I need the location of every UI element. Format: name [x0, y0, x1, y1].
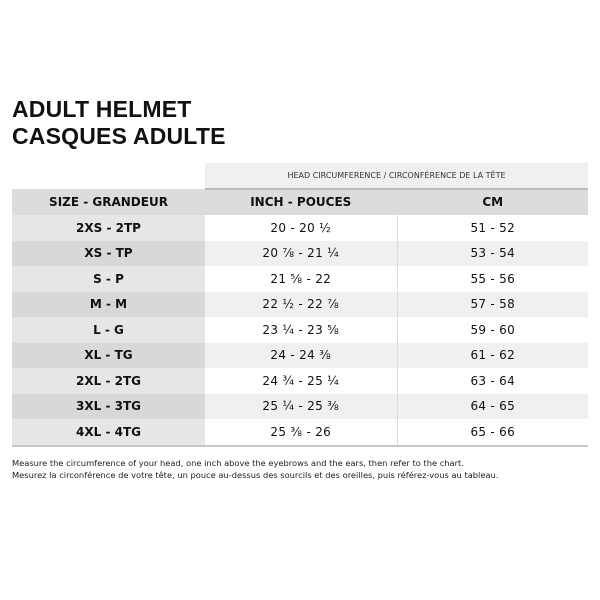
page-title: ADULT HELMET CASQUES ADULTE	[12, 96, 226, 150]
cell-cm: 59 - 60	[397, 317, 589, 343]
table-row: L - G 23 ¼ - 23 ⅝ 59 - 60	[12, 317, 589, 343]
cell-inch: 20 ⅞ - 21 ¼	[205, 240, 398, 266]
table-row: 3XL - 3TG 25 ¼ - 25 ⅜ 64 - 65	[12, 393, 589, 419]
cell-inch: 25 ¼ - 25 ⅜	[205, 393, 398, 419]
note-english: Measure the circumference of your head, …	[12, 458, 464, 468]
cell-inch: 23 ¼ - 23 ⅝	[205, 317, 398, 343]
table-row: XS - TP 20 ⅞ - 21 ¼ 53 - 54	[12, 240, 589, 266]
cell-inch: 20 - 20 ½	[205, 215, 398, 241]
column-header-row: SIZE - GRANDEUR INCH - POUCES CM	[12, 188, 589, 215]
cell-size: 4XL - 4TG	[12, 419, 205, 447]
cell-cm: 55 - 56	[397, 266, 589, 292]
cell-inch: 24 ¾ - 25 ¼	[205, 368, 398, 394]
cell-cm: 61 - 62	[397, 342, 589, 368]
cell-size: XL - TG	[12, 342, 205, 368]
cell-cm: 57 - 58	[397, 291, 589, 317]
cell-cm: 64 - 65	[397, 393, 589, 419]
cell-cm: 65 - 66	[397, 419, 589, 447]
table-row: 2XL - 2TG 24 ¾ - 25 ¼ 63 - 64	[12, 368, 589, 394]
cell-size: 2XS - 2TP	[12, 215, 205, 241]
cell-inch: 21 ⅝ - 22	[205, 266, 398, 292]
measurement-note: Measure the circumference of your head, …	[12, 458, 498, 481]
cell-inch: 24 - 24 ⅜	[205, 342, 398, 368]
group-header-row: HEAD CIRCUMFERENCE / CIRCONFÉRENCE DE LA…	[12, 163, 589, 190]
table-row: XL - TG 24 - 24 ⅜ 61 - 62	[12, 342, 589, 368]
cell-size: XS - TP	[12, 240, 205, 266]
title-french: CASQUES ADULTE	[12, 123, 226, 149]
cell-cm: 53 - 54	[397, 240, 589, 266]
cell-inch: 22 ½ - 22 ⅞	[205, 291, 398, 317]
cell-size: M - M	[12, 291, 205, 317]
cell-cm: 63 - 64	[397, 368, 589, 394]
cell-size: L - G	[12, 317, 205, 343]
table-row: M - M 22 ½ - 22 ⅞ 57 - 58	[12, 291, 589, 317]
header-cm: CM	[397, 188, 589, 215]
cell-inch: 25 ⅜ - 26	[205, 419, 398, 447]
cell-size: 2XL - 2TG	[12, 368, 205, 394]
cell-cm: 51 - 52	[397, 215, 589, 241]
header-size: SIZE - GRANDEUR	[12, 188, 205, 215]
table-row: S - P 21 ⅝ - 22 55 - 56	[12, 266, 589, 292]
header-inch: INCH - POUCES	[205, 188, 398, 215]
size-chart-table: HEAD CIRCUMFERENCE / CIRCONFÉRENCE DE LA…	[12, 163, 589, 447]
title-english: ADULT HELMET	[12, 96, 192, 122]
head-circumference-header: HEAD CIRCUMFERENCE / CIRCONFÉRENCE DE LA…	[205, 163, 589, 190]
table-row: 2XS - 2TP 20 - 20 ½ 51 - 52	[12, 215, 589, 241]
note-french: Mesurez la circonférence de votre tête, …	[12, 469, 499, 480]
table-row: 4XL - 4TG 25 ⅜ - 26 65 - 66	[12, 419, 589, 447]
cell-size: S - P	[12, 266, 205, 292]
cell-size: 3XL - 3TG	[12, 393, 205, 419]
